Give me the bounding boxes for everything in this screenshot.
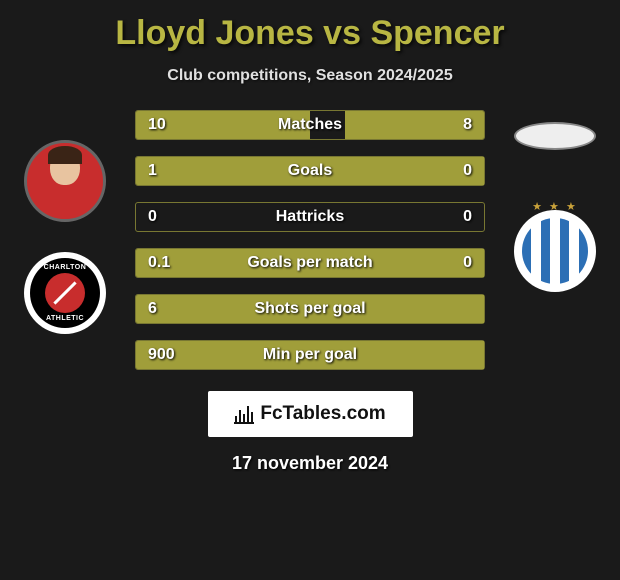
brand-label: FcTables.com	[260, 403, 385, 425]
stat-value-right: 0	[424, 162, 484, 180]
date-label: 17 november 2024	[10, 453, 610, 474]
stat-label: Min per goal	[196, 346, 424, 364]
brand-badge[interactable]: FcTables.com	[208, 391, 413, 437]
player-left-avatar	[24, 140, 106, 222]
stat-value-left: 0.1	[136, 254, 196, 272]
stat-value-left: 0	[136, 208, 196, 226]
stat-value-left: 1	[136, 162, 196, 180]
stat-row: 1Goals0	[135, 156, 485, 186]
stat-row: 0.1Goals per match0	[135, 248, 485, 278]
stat-label: Matches	[196, 116, 424, 134]
stat-value-left: 10	[136, 116, 196, 134]
stat-label: Shots per goal	[196, 300, 424, 318]
subtitle: Club competitions, Season 2024/2025	[10, 67, 610, 85]
stats-table: 10Matches81Goals00Hattricks00.1Goals per…	[120, 110, 500, 386]
club-left-badge: CHARLTON ATHLETIC	[24, 252, 106, 334]
stat-label: Goals per match	[196, 254, 424, 272]
page-title: Lloyd Jones vs Spencer	[10, 14, 610, 53]
stat-label: Hattricks	[196, 208, 424, 226]
chart-icon	[234, 404, 254, 424]
stat-row: 0Hattricks0	[135, 202, 485, 232]
stat-value-left: 6	[136, 300, 196, 318]
stat-label: Goals	[196, 162, 424, 180]
stat-value-left: 900	[136, 346, 196, 364]
stat-value-right: 0	[424, 254, 484, 272]
stat-row: 10Matches8	[135, 110, 485, 140]
stat-row: 6Shots per goal	[135, 294, 485, 324]
player-right-avatar	[514, 122, 596, 150]
stat-row: 900Min per goal	[135, 340, 485, 370]
stat-value-right: 8	[424, 116, 484, 134]
club-right-badge: ★ ★ ★	[514, 210, 596, 292]
stat-value-right: 0	[424, 208, 484, 226]
